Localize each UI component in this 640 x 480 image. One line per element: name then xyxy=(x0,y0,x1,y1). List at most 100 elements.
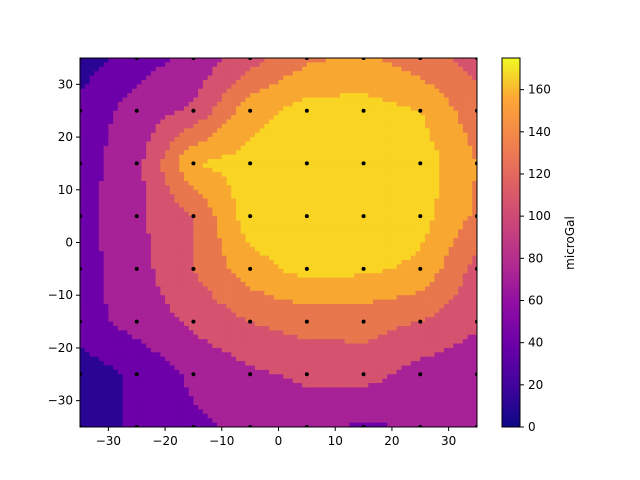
contour-cell xyxy=(160,277,166,283)
contour-cell xyxy=(321,163,327,169)
contour-cell xyxy=(330,97,336,103)
contour-cell xyxy=(373,97,379,103)
contour-cell xyxy=(226,119,232,125)
contour-cell xyxy=(212,255,218,261)
contour-cell xyxy=(146,189,152,195)
contour-cell xyxy=(226,202,232,208)
contour-cell xyxy=(453,132,459,138)
contour-cell xyxy=(396,145,402,151)
contour-cell xyxy=(146,216,152,222)
contour-cell xyxy=(443,194,450,200)
contour-cell xyxy=(283,71,289,77)
contour-cell xyxy=(169,229,176,235)
contour-cell xyxy=(344,163,350,169)
contour-cell xyxy=(425,224,431,230)
contour-cell xyxy=(212,128,218,134)
contour-cell xyxy=(472,251,477,257)
contour-cell xyxy=(292,141,299,147)
contour-cell xyxy=(287,251,294,257)
contour-cell xyxy=(221,290,228,296)
contour-cell xyxy=(235,167,242,173)
contour-cell xyxy=(316,181,322,186)
contour-cell xyxy=(122,246,128,252)
contour-cell xyxy=(429,79,436,85)
contour-cell xyxy=(131,277,138,283)
contour-cell xyxy=(165,260,171,266)
contour-cell xyxy=(429,246,436,252)
contour-cell xyxy=(254,282,261,288)
contour-cell xyxy=(425,128,431,134)
contour-cell xyxy=(406,106,412,112)
contour-cell xyxy=(316,97,322,103)
contour-cell xyxy=(472,101,477,107)
contour-cell xyxy=(297,220,303,226)
contour-cell xyxy=(235,132,242,138)
contour-cell xyxy=(245,163,251,169)
contour-cell xyxy=(472,150,477,156)
contour-cell xyxy=(311,255,317,261)
contour-cell xyxy=(448,163,454,169)
contour-cell xyxy=(368,181,374,186)
contour-cell xyxy=(434,251,440,257)
contour-cell xyxy=(245,286,251,292)
contour-cell xyxy=(387,123,393,129)
contour-cell xyxy=(387,277,393,283)
contour-cell xyxy=(316,110,322,116)
contour-cell xyxy=(458,119,464,125)
contour-cell xyxy=(141,299,147,305)
contour-cell xyxy=(188,282,195,288)
contour-cell xyxy=(188,242,195,248)
contour-cell xyxy=(245,264,251,270)
contour-cell xyxy=(339,75,346,81)
contour-cell xyxy=(80,242,86,248)
contour-cell xyxy=(250,277,256,283)
contour-cell xyxy=(89,260,95,266)
contour-cell xyxy=(429,286,436,292)
contour-cell xyxy=(439,286,445,292)
contour-cell xyxy=(373,299,379,305)
contour-cell xyxy=(373,58,379,63)
contour-cell xyxy=(188,198,195,204)
contour-cell xyxy=(297,88,303,94)
contour-cell xyxy=(108,167,114,173)
contour-cell xyxy=(425,159,431,165)
contour-cell xyxy=(368,154,374,160)
contour-cell xyxy=(287,207,294,213)
contour-cell xyxy=(165,207,171,213)
contour-cell xyxy=(387,202,393,208)
contour-cell xyxy=(98,110,105,116)
contour-cell xyxy=(207,290,213,296)
contour-cell xyxy=(141,282,147,288)
contour-cell xyxy=(292,150,299,156)
contour-cell xyxy=(292,317,299,323)
contour-cell xyxy=(302,128,308,134)
contour-cell xyxy=(136,58,143,63)
contour-cell xyxy=(302,79,308,85)
contour-cell xyxy=(188,317,195,323)
contour-cell xyxy=(193,286,199,292)
contour-cell xyxy=(448,93,454,99)
contour-cell xyxy=(335,273,341,279)
contour-cell xyxy=(193,181,199,186)
contour-cell xyxy=(368,286,374,292)
contour-cell xyxy=(406,137,412,143)
contour-cell xyxy=(259,198,265,204)
contour-cell xyxy=(80,290,86,296)
contour-cell xyxy=(363,299,369,305)
contour-cell xyxy=(396,159,402,165)
contour-cell xyxy=(94,115,100,121)
contour-cell xyxy=(297,211,303,217)
contour-cell xyxy=(448,88,454,94)
contour-cell xyxy=(462,260,469,266)
contour-cell xyxy=(117,172,124,178)
contour-cell xyxy=(302,154,308,160)
contour-cell xyxy=(316,211,322,217)
contour-cell xyxy=(354,277,360,283)
contour-cell xyxy=(316,260,322,266)
contour-cell xyxy=(382,110,388,116)
contour-cell xyxy=(287,312,294,318)
contour-cell xyxy=(425,194,431,200)
contour-cell xyxy=(406,145,412,151)
contour-cell xyxy=(141,58,147,63)
contour-cell xyxy=(278,189,284,195)
